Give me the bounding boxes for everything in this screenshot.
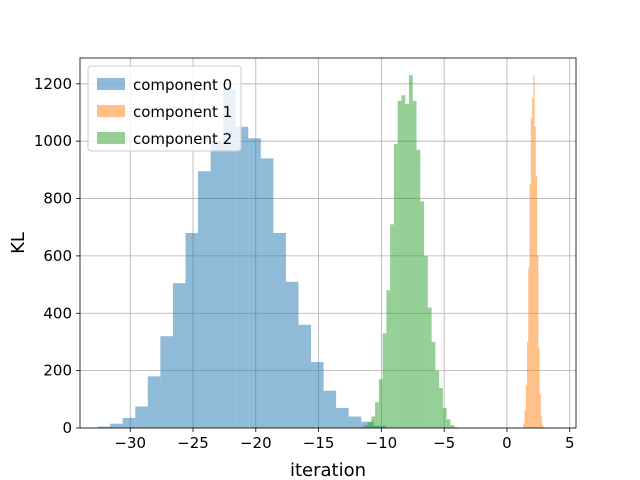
series-0-bars [97, 89, 387, 429]
histogram-bar [525, 384, 528, 428]
legend-swatch [97, 105, 125, 117]
legend-swatch [97, 78, 125, 90]
histogram-bar [442, 407, 447, 428]
histogram-bar [311, 362, 324, 428]
histogram-bar [273, 232, 286, 428]
histogram-bar [323, 390, 337, 428]
histogram-bar [223, 89, 236, 428]
x-tick-label: −20 [240, 434, 272, 452]
histogram-bar [386, 290, 391, 428]
legend-swatch [97, 132, 125, 144]
histogram-bar [454, 427, 458, 428]
histogram-bar [363, 425, 368, 428]
histogram-bar [439, 387, 443, 428]
legend-box [87, 65, 242, 152]
histogram-bar [424, 255, 428, 428]
histogram-bar [523, 423, 525, 428]
histogram-bar [185, 232, 199, 428]
histogram-bar [172, 283, 186, 428]
histogram-bar [534, 126, 536, 428]
series-2-bars [363, 75, 458, 429]
histogram-bar [248, 138, 261, 429]
histogram-bar [542, 425, 544, 428]
histogram-bar [412, 101, 417, 428]
histogram-bar [298, 324, 312, 428]
histogram-bar [524, 410, 526, 428]
x-tick-label: −15 [303, 434, 335, 452]
histogram-bar [260, 158, 274, 428]
histogram-bar [527, 341, 529, 428]
x-axis-label: iteration [290, 460, 366, 480]
histogram-bar [97, 426, 111, 428]
legend-entries: component 0 component 1 component 2 [97, 76, 232, 148]
histogram-bar [397, 101, 402, 428]
histogram-bar [539, 393, 541, 428]
histogram-bar [530, 118, 533, 429]
histogram-bar [446, 419, 451, 428]
histogram-bar [160, 336, 173, 428]
histogram-bar [210, 141, 224, 429]
histogram-bars [97, 75, 544, 429]
y-tick-label: 400 [43, 304, 72, 322]
series-1-bars [523, 75, 544, 429]
histogram-bar [408, 75, 413, 429]
histogram-bar [537, 255, 539, 428]
histogram-bar [122, 417, 136, 428]
histogram-bar [390, 224, 394, 428]
y-tick-label: 0 [62, 419, 72, 437]
histogram-bar [538, 347, 540, 428]
histogram-bar [348, 416, 362, 428]
histogram-bar [405, 103, 409, 428]
y-tick-label: 800 [43, 190, 72, 208]
axis-ticks: −30 −25 −20 −15 −10 −5 0 5 0 200 400 600 800 1000 1200 [34, 75, 575, 452]
histogram-bar [147, 376, 161, 428]
histogram-bar [285, 281, 299, 428]
y-tick-label: 600 [43, 247, 72, 265]
y-axis-label: KL [8, 232, 29, 254]
histogram-bar [532, 98, 534, 429]
histogram-bar [235, 126, 249, 428]
legend-label: component 0 [133, 76, 232, 94]
histogram-bar [533, 75, 535, 429]
y-tick-label: 1000 [34, 132, 72, 150]
histogram-bar [420, 201, 425, 428]
histogram-bar [528, 267, 530, 428]
histogram-bar [535, 175, 538, 428]
x-tick-label: −10 [366, 434, 398, 452]
histogram-bar [198, 171, 211, 429]
legend-label: component 1 [133, 103, 232, 121]
x-tick-label: −25 [177, 434, 209, 452]
histogram-bar [416, 149, 421, 428]
histogram-bar [382, 333, 387, 428]
x-tick-label: 0 [502, 434, 512, 452]
histogram-bar [135, 406, 148, 428]
legend: component 0 component 1 component 2 [87, 65, 242, 152]
histogram-bar [427, 307, 432, 428]
histogram-bar [393, 144, 398, 428]
histogram-bar [375, 402, 379, 428]
histogram-bar [110, 423, 123, 428]
histogram-bar [450, 425, 455, 428]
x-tick-label: −5 [433, 434, 455, 452]
histogram-bar [367, 422, 372, 428]
histogram-bar [378, 379, 383, 428]
histogram-bar [431, 341, 436, 428]
legend-label: component 2 [133, 130, 232, 148]
plot-frame [79, 57, 577, 429]
histogram-bar [336, 407, 349, 428]
histogram-bar [435, 370, 440, 428]
y-tick-label: 1200 [34, 75, 72, 93]
histogram-bar [371, 416, 376, 428]
histogram-bar [401, 95, 406, 429]
histogram-bar [540, 416, 543, 428]
y-tick-label: 200 [43, 362, 72, 380]
histogram-bar [529, 184, 531, 428]
x-tick-label: 5 [565, 434, 575, 452]
x-tick-label: −30 [114, 434, 146, 452]
